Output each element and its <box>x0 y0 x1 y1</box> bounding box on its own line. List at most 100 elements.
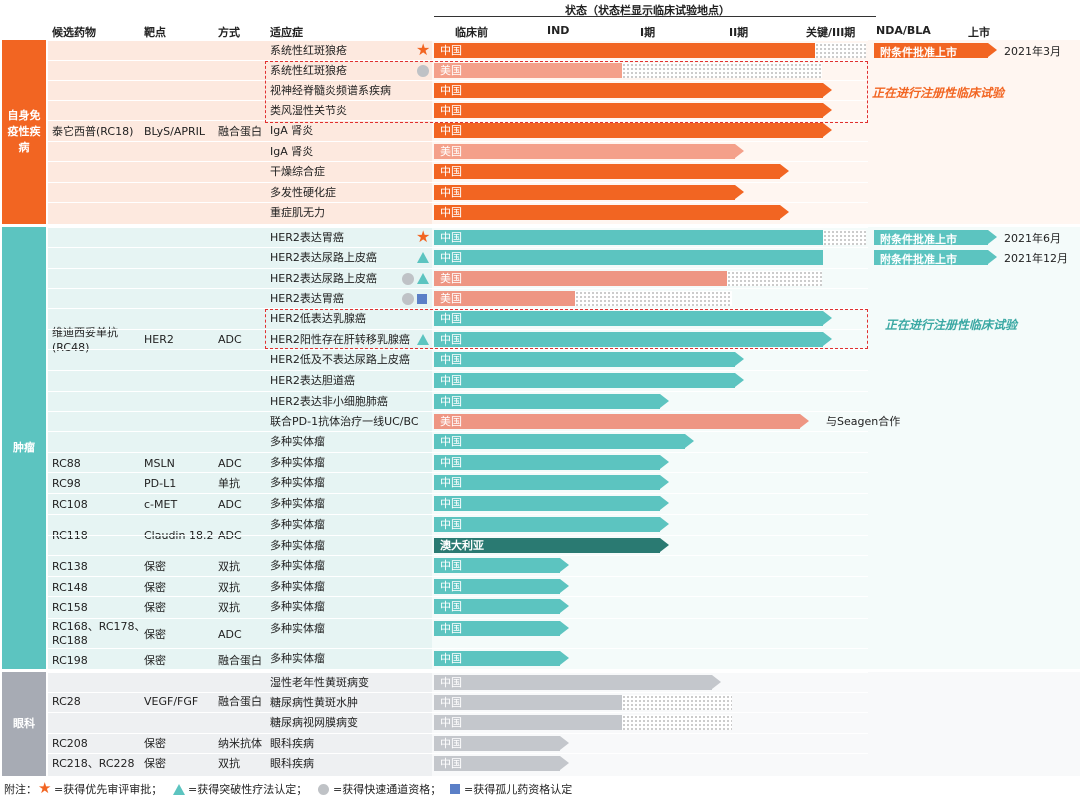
drug-target: 保密 <box>144 560 166 573</box>
row-separator <box>48 472 868 473</box>
row-separator <box>48 80 868 81</box>
approval-badge-body <box>874 250 988 265</box>
bar-location-label: 中国 <box>440 600 462 613</box>
bar-location-label: 中国 <box>440 374 462 387</box>
registration-trial-box <box>265 309 868 349</box>
bar-location-label: 中国 <box>440 124 462 137</box>
pipeline-bar: 中国 <box>434 517 669 532</box>
pipeline-bar: 中国 <box>434 756 569 771</box>
registration-trial-box <box>265 61 868 123</box>
bar-location-label: 中国 <box>440 333 462 346</box>
indication-label: HER2低及不表达尿路上皮癌 <box>270 353 410 366</box>
drug-name: RC158 <box>52 601 88 614</box>
bar-arrow <box>823 332 832 346</box>
bar-arrow <box>823 83 832 97</box>
footer-star-text: =获得优先审评审批； <box>54 783 163 796</box>
approval-badge-body <box>874 43 988 58</box>
bar-fill <box>434 756 560 771</box>
row-separator <box>48 100 868 101</box>
circle-icon <box>402 293 414 305</box>
indication-label: 多种实体瘤 <box>270 652 325 665</box>
bar-fill <box>434 230 823 245</box>
drug-target: HER2 <box>144 333 174 346</box>
indication-label: 湿性老年性黄斑病变 <box>270 676 369 689</box>
col-indication-header: 适应症 <box>270 26 303 39</box>
drug-name: RC218、RC228 <box>52 757 135 770</box>
row-separator <box>48 308 868 309</box>
drug-name: RC88 <box>52 457 81 470</box>
indication-label: 多种实体瘤 <box>270 539 325 552</box>
triangle-icon <box>417 252 429 263</box>
bar-fill <box>434 185 735 200</box>
approval-date: 2021年6月 <box>1004 232 1061 245</box>
bar-location-label: 中国 <box>440 757 462 770</box>
bar-location-label: 中国 <box>440 353 462 366</box>
drug-target: 保密 <box>144 737 166 750</box>
bar-arrow <box>660 475 669 489</box>
row-separator <box>48 753 868 754</box>
square-icon <box>450 784 460 794</box>
stage-2-header: II期 <box>729 26 749 39</box>
pipeline-bar: 中国 <box>434 455 669 470</box>
bar-hatch <box>727 271 822 286</box>
pipeline-bar: 中国 <box>434 394 669 409</box>
row-separator <box>48 692 868 693</box>
bar-location-label: 中国 <box>440 165 462 178</box>
pipeline-bar: 中国 <box>434 475 669 490</box>
drug-name: RC108 <box>52 498 88 511</box>
triangle-icon <box>417 334 429 345</box>
bar-location-label: 中国 <box>440 312 462 325</box>
pipeline-bar: 美国 <box>434 271 822 286</box>
drug-name: RC198 <box>52 654 88 667</box>
bar-location-label: 中国 <box>440 84 462 97</box>
bar-hatch <box>622 63 822 78</box>
approval-badge: 附条件批准上市 <box>874 230 998 246</box>
stage-ind-header: IND <box>547 24 570 37</box>
drug-target: 保密 <box>144 628 166 641</box>
indication-label: 系统性红斑狼疮 <box>270 44 347 57</box>
drug-target: BLyS/APRIL <box>144 125 206 138</box>
bar-arrow <box>660 517 669 531</box>
row-separator <box>48 349 868 350</box>
bar-location-label: 中国 <box>440 395 462 408</box>
bar-location-label: 中国 <box>440 737 462 750</box>
indication-label: 多种实体瘤 <box>270 580 325 593</box>
row-separator <box>48 618 868 619</box>
bar-fill <box>434 558 560 573</box>
footer-triangle-text: =获得突破性疗法认定； <box>188 783 308 796</box>
bar-location-label: 中国 <box>440 206 462 219</box>
indication-label: IgA 肾炎 <box>270 124 314 137</box>
registration-trial-note: 正在进行注册性临床试验 <box>885 318 1018 332</box>
status-title: 状态（状态栏显示临床试验地点） <box>565 4 730 17</box>
pipeline-bar: 中国 <box>434 185 744 200</box>
triangle-icon <box>417 273 429 284</box>
bar-arrow <box>800 414 809 428</box>
drug-modality: 单抗 <box>218 477 240 490</box>
category-autoimmune-label: 自身免疫性疾病 <box>7 109 41 154</box>
indication-label: 眼科疾病 <box>270 757 314 770</box>
indication-label: HER2低表达乳腺癌 <box>270 312 366 325</box>
bar-location-label: 美国 <box>440 64 462 77</box>
pipeline-bar: 中国 <box>434 123 832 138</box>
approval-status: 附条件批准上市 <box>880 233 957 246</box>
bar-fill <box>434 599 560 614</box>
bar-fill <box>434 373 735 388</box>
bar-fill <box>434 250 823 265</box>
indication-label: 糖尿病视网膜病变 <box>270 716 358 729</box>
indication-label: 干燥综合症 <box>270 165 325 178</box>
indication-label: 多种实体瘤 <box>270 518 325 531</box>
bar-fill <box>434 414 800 429</box>
stage-1-header: I期 <box>640 26 656 39</box>
drug-modality: 融合蛋白 <box>218 125 262 138</box>
pipeline-bar: 中国 <box>434 558 569 573</box>
drug-target: 保密 <box>144 757 166 770</box>
bar-fill <box>434 695 622 710</box>
indication-label: 联合PD-1抗体治疗一线UC/BC <box>270 415 419 428</box>
bar-location-label: 中国 <box>440 716 462 729</box>
registration-trial-note: 正在进行注册性临床试验 <box>872 86 1005 100</box>
bar-location-label: 中国 <box>440 251 462 264</box>
bar-location-label: 中国 <box>440 518 462 531</box>
approval-badge-tip <box>988 230 997 244</box>
row-separator <box>48 247 868 248</box>
category-autoimmune: 自身免疫性疾病 <box>2 40 46 224</box>
